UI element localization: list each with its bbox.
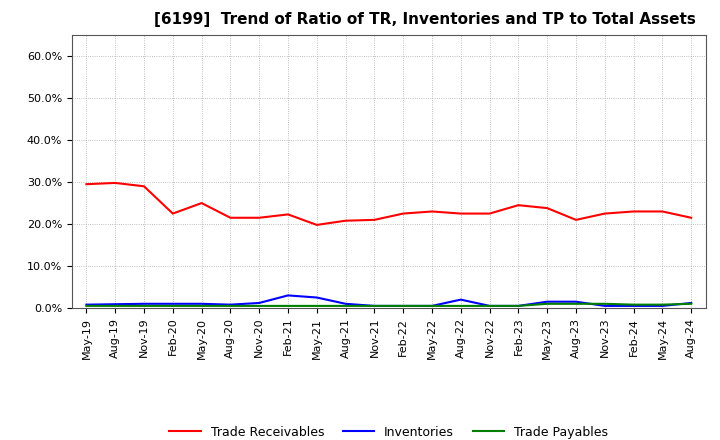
Trade Receivables: [629, 209, 638, 214]
Inventories: [514, 303, 523, 308]
Trade Payables: [168, 303, 177, 308]
Inventories: [456, 297, 465, 302]
Trade Payables: [456, 303, 465, 308]
Inventories: [226, 302, 235, 307]
Inventories: [687, 301, 696, 306]
Trade Payables: [514, 303, 523, 308]
Trade Payables: [572, 301, 580, 306]
Inventories: [255, 301, 264, 306]
Inventories: [658, 303, 667, 308]
Trade Payables: [485, 303, 494, 308]
Trade Payables: [255, 303, 264, 308]
Trade Payables: [428, 303, 436, 308]
Inventories: [485, 303, 494, 308]
Inventories: [543, 299, 552, 304]
Inventories: [168, 301, 177, 306]
Trade Payables: [399, 303, 408, 308]
Trade Receivables: [600, 211, 609, 216]
Line: Trade Payables: Trade Payables: [86, 304, 691, 306]
Trade Payables: [111, 303, 120, 308]
Inventories: [370, 303, 379, 308]
Trade Payables: [140, 303, 148, 308]
Inventories: [572, 299, 580, 304]
Trade Receivables: [226, 215, 235, 220]
Trade Payables: [600, 301, 609, 306]
Inventories: [629, 303, 638, 308]
Trade Payables: [370, 303, 379, 308]
Trade Payables: [226, 303, 235, 308]
Trade Receivables: [399, 211, 408, 216]
Inventories: [111, 301, 120, 307]
Trade Payables: [687, 301, 696, 306]
Trade Receivables: [456, 211, 465, 216]
Trade Receivables: [312, 222, 321, 227]
Legend: Trade Receivables, Inventories, Trade Payables: Trade Receivables, Inventories, Trade Pa…: [164, 421, 613, 440]
Trade Receivables: [284, 212, 292, 217]
Trade Payables: [658, 302, 667, 307]
Trade Receivables: [111, 180, 120, 186]
Inventories: [428, 303, 436, 308]
Inventories: [82, 302, 91, 307]
Trade Payables: [341, 303, 350, 308]
Trade Receivables: [82, 182, 91, 187]
Inventories: [600, 303, 609, 308]
Line: Trade Receivables: Trade Receivables: [86, 183, 691, 225]
Inventories: [284, 293, 292, 298]
Inventories: [312, 295, 321, 300]
Trade Payables: [543, 301, 552, 306]
Trade Receivables: [168, 211, 177, 216]
Text: [6199]  Trend of Ratio of TR, Inventories and TP to Total Assets: [6199] Trend of Ratio of TR, Inventories…: [154, 12, 696, 27]
Inventories: [197, 301, 206, 306]
Trade Receivables: [687, 215, 696, 220]
Line: Inventories: Inventories: [86, 295, 691, 306]
Trade Receivables: [485, 211, 494, 216]
Trade Receivables: [370, 217, 379, 223]
Trade Receivables: [140, 183, 148, 189]
Inventories: [341, 301, 350, 306]
Trade Receivables: [197, 201, 206, 206]
Trade Receivables: [514, 202, 523, 208]
Inventories: [399, 303, 408, 308]
Trade Receivables: [341, 218, 350, 224]
Trade Payables: [629, 302, 638, 307]
Trade Payables: [284, 303, 292, 308]
Trade Receivables: [543, 205, 552, 211]
Trade Payables: [82, 303, 91, 308]
Trade Payables: [197, 303, 206, 308]
Trade Receivables: [428, 209, 436, 214]
Trade Receivables: [572, 217, 580, 223]
Trade Receivables: [255, 215, 264, 220]
Inventories: [140, 301, 148, 306]
Trade Payables: [312, 303, 321, 308]
Trade Receivables: [658, 209, 667, 214]
